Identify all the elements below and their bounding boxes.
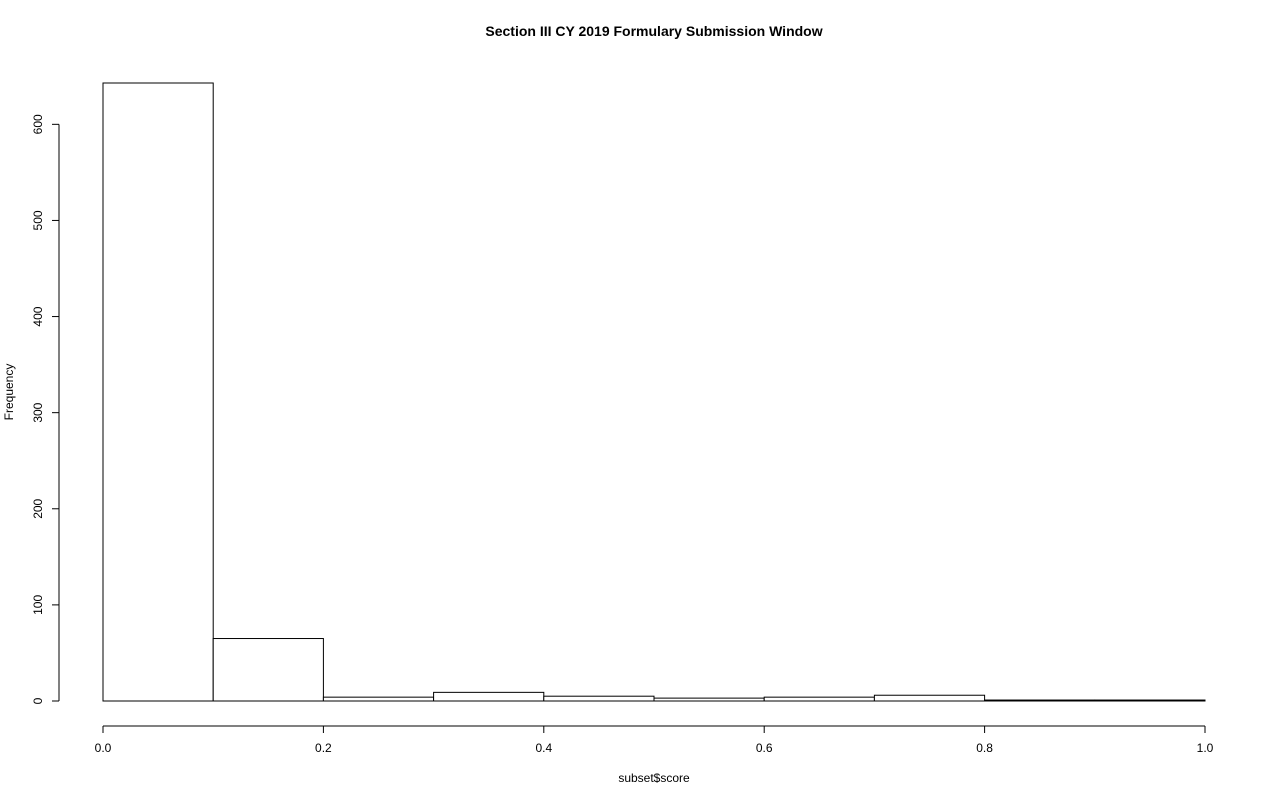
x-tick-label-1: 0.2	[315, 741, 332, 755]
chart-title: Section III CY 2019 Formulary Submission…	[485, 23, 822, 39]
histogram-bar-6	[763, 696, 875, 702]
histogram-bar-8	[984, 699, 1096, 702]
y-tick-label-1: 100	[31, 595, 45, 615]
histogram-bar-2	[322, 696, 435, 702]
y-tick-label-0: 0	[31, 697, 45, 704]
y-tick-label-2: 200	[31, 498, 45, 518]
y-tick-label-4: 400	[31, 306, 45, 326]
x-tick-label-5: 1.0	[1197, 741, 1214, 755]
x-tick-label-4: 0.8	[976, 741, 993, 755]
x-tick-label-2: 0.4	[535, 741, 552, 755]
y-axis-label: Frequency	[2, 364, 16, 421]
histogram-bar-0	[102, 82, 214, 702]
x-tick-label-0: 0.0	[95, 741, 112, 755]
histogram-bar-1	[212, 638, 324, 702]
histogram-bar-3	[433, 691, 545, 702]
y-axis: 0 100 200 300 400 500 600	[31, 114, 60, 704]
x-tick-label-3: 0.6	[756, 741, 773, 755]
x-axis-label: subset$score	[618, 771, 690, 785]
histogram-bar-4	[543, 695, 655, 702]
histogram-bar-7	[873, 694, 986, 702]
y-tick-label-3: 300	[31, 402, 45, 422]
y-tick-label-6: 600	[31, 114, 45, 134]
x-axis: 0.0 0.2 0.4 0.6 0.8 1.0	[95, 725, 1214, 755]
y-tick-label-5: 500	[31, 210, 45, 230]
histogram-bar-5	[653, 697, 765, 702]
histogram-bars	[102, 82, 1206, 702]
histogram-bar-9	[1094, 699, 1206, 702]
